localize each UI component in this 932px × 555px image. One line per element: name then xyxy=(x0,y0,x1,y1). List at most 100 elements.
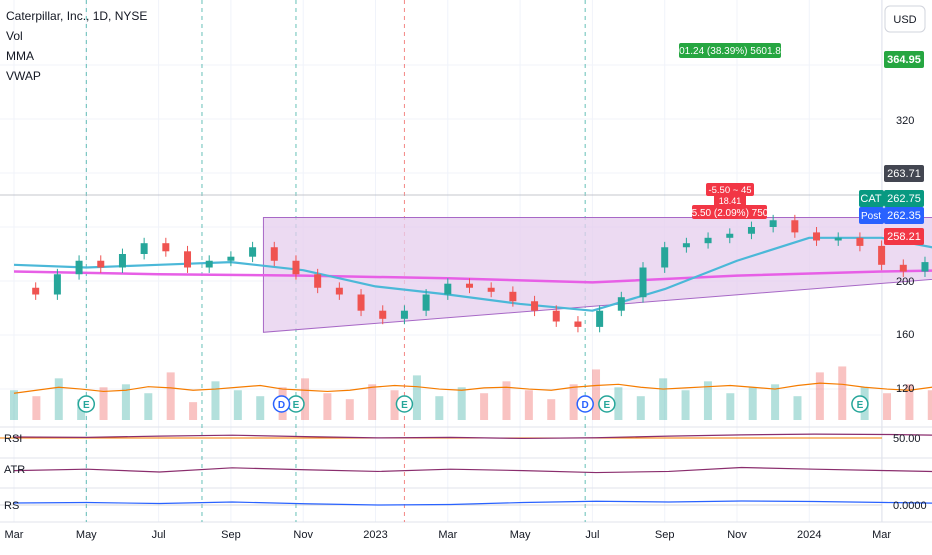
volume-bar xyxy=(435,396,444,420)
volume-bar xyxy=(815,372,824,420)
volume-bar xyxy=(614,387,623,420)
time-axis-label: Mar xyxy=(872,529,891,541)
candle-body xyxy=(574,321,582,327)
loss-label-bottom-box xyxy=(692,205,767,219)
time-axis-label: Mar xyxy=(5,529,24,541)
time-axis-label: Mar xyxy=(438,529,457,541)
volume-bar xyxy=(480,393,489,420)
indicator-vwap[interactable]: VWAP xyxy=(6,69,41,83)
earnings-badge-letter: E xyxy=(604,400,611,411)
volume-bar xyxy=(32,396,41,420)
volume-bar xyxy=(771,384,780,420)
time-axis-label: Jul xyxy=(152,529,166,541)
candle-body xyxy=(292,260,300,275)
candle-body xyxy=(184,251,192,268)
volume-bar xyxy=(166,372,175,420)
candle-body xyxy=(53,274,61,295)
candle-body xyxy=(444,283,452,295)
volume-bar xyxy=(883,393,892,420)
currency-label: USD xyxy=(893,14,916,26)
candle-body xyxy=(162,243,170,252)
rs-level-value: 0.0000 xyxy=(893,500,927,512)
overlay-layer: EEEEEDDDE xyxy=(77,395,869,413)
candle-body xyxy=(75,260,83,275)
volume-bar xyxy=(748,387,757,420)
loss-label-mid-box xyxy=(714,195,746,205)
volume-bar xyxy=(793,396,802,420)
last-symbol-label: CAT xyxy=(860,193,881,205)
rs-label: RS xyxy=(4,500,19,512)
candle-body xyxy=(747,227,755,234)
profit-label: 101.24 (38.39%) 5601.82 xyxy=(674,46,787,57)
price-tick-200: 200 xyxy=(896,276,914,288)
candle-body xyxy=(249,247,257,257)
volume-bar xyxy=(345,399,354,420)
candle-body xyxy=(379,310,387,319)
volume-bar xyxy=(256,396,265,420)
rs-line xyxy=(13,500,932,506)
earnings-badge-letter: E xyxy=(83,400,90,411)
volume-average-line xyxy=(13,382,932,394)
volume-bar xyxy=(569,384,578,420)
candle-body xyxy=(509,291,517,302)
candle-body xyxy=(227,256,235,261)
candle-body xyxy=(314,274,322,288)
candle-body xyxy=(32,287,40,295)
candle-body xyxy=(400,310,408,319)
time-axis-label: May xyxy=(510,529,531,541)
time-axis-label: Nov xyxy=(293,529,313,541)
currency-button[interactable] xyxy=(884,5,926,33)
rsi-line xyxy=(13,433,932,440)
volume-bar xyxy=(301,378,310,420)
candle-body xyxy=(270,247,278,261)
background-layer xyxy=(0,0,932,523)
candle-body xyxy=(617,297,625,311)
indicator-mma[interactable]: MMA xyxy=(6,49,34,63)
candle-body xyxy=(834,237,842,241)
volume-bar xyxy=(636,396,645,420)
volume-bar xyxy=(10,390,18,420)
candle-body xyxy=(791,220,799,233)
time-axis-label: Nov xyxy=(727,529,747,541)
entry-price-value: 263.71 xyxy=(887,168,921,180)
atr-label: ATR xyxy=(4,464,25,476)
candle-body xyxy=(97,260,105,268)
candle-body xyxy=(856,237,864,246)
volume-bar xyxy=(54,378,63,420)
indicator-vol[interactable]: Vol xyxy=(6,29,23,43)
volume-bar xyxy=(457,387,466,420)
candle-body xyxy=(422,294,430,311)
profit-label-box xyxy=(679,43,781,58)
earnings-badge-letter: E xyxy=(293,400,300,411)
candle-body xyxy=(118,254,126,268)
volume-bar xyxy=(323,393,332,420)
candle-body xyxy=(639,267,647,298)
volume-bar xyxy=(121,384,130,420)
last-symbol-tag xyxy=(859,190,884,207)
candle-body xyxy=(661,247,669,268)
volume-bar xyxy=(726,393,735,420)
last-price-tag xyxy=(884,190,924,207)
candle-body xyxy=(899,264,907,272)
earnings-badge xyxy=(77,395,96,413)
rsi-level-value: 50.00 xyxy=(893,433,921,445)
volume-bar xyxy=(905,384,914,420)
candle-body xyxy=(531,301,539,311)
time-axis: Mar May Jul Sep Nov 2023 Mar May Jul Sep Nov 2024 Ma… xyxy=(5,529,892,541)
time-axis-label: Sep xyxy=(655,529,675,541)
earnings-badge-letter: E xyxy=(857,400,864,411)
last-price-value: 262.75 xyxy=(887,193,921,205)
dividend-badge xyxy=(272,395,291,413)
candle-body xyxy=(769,220,777,227)
price-tick-160: 160 xyxy=(896,329,914,341)
candle-body xyxy=(335,287,343,295)
post-market-label: Post xyxy=(861,211,881,222)
time-axis-label: Jul xyxy=(585,529,599,541)
volume-bar xyxy=(211,381,220,420)
rsi-label: RSI xyxy=(4,433,22,445)
time-axis-label: May xyxy=(76,529,97,541)
post-price-value: 262.35 xyxy=(887,210,921,222)
time-axis-label: Sep xyxy=(221,529,241,541)
